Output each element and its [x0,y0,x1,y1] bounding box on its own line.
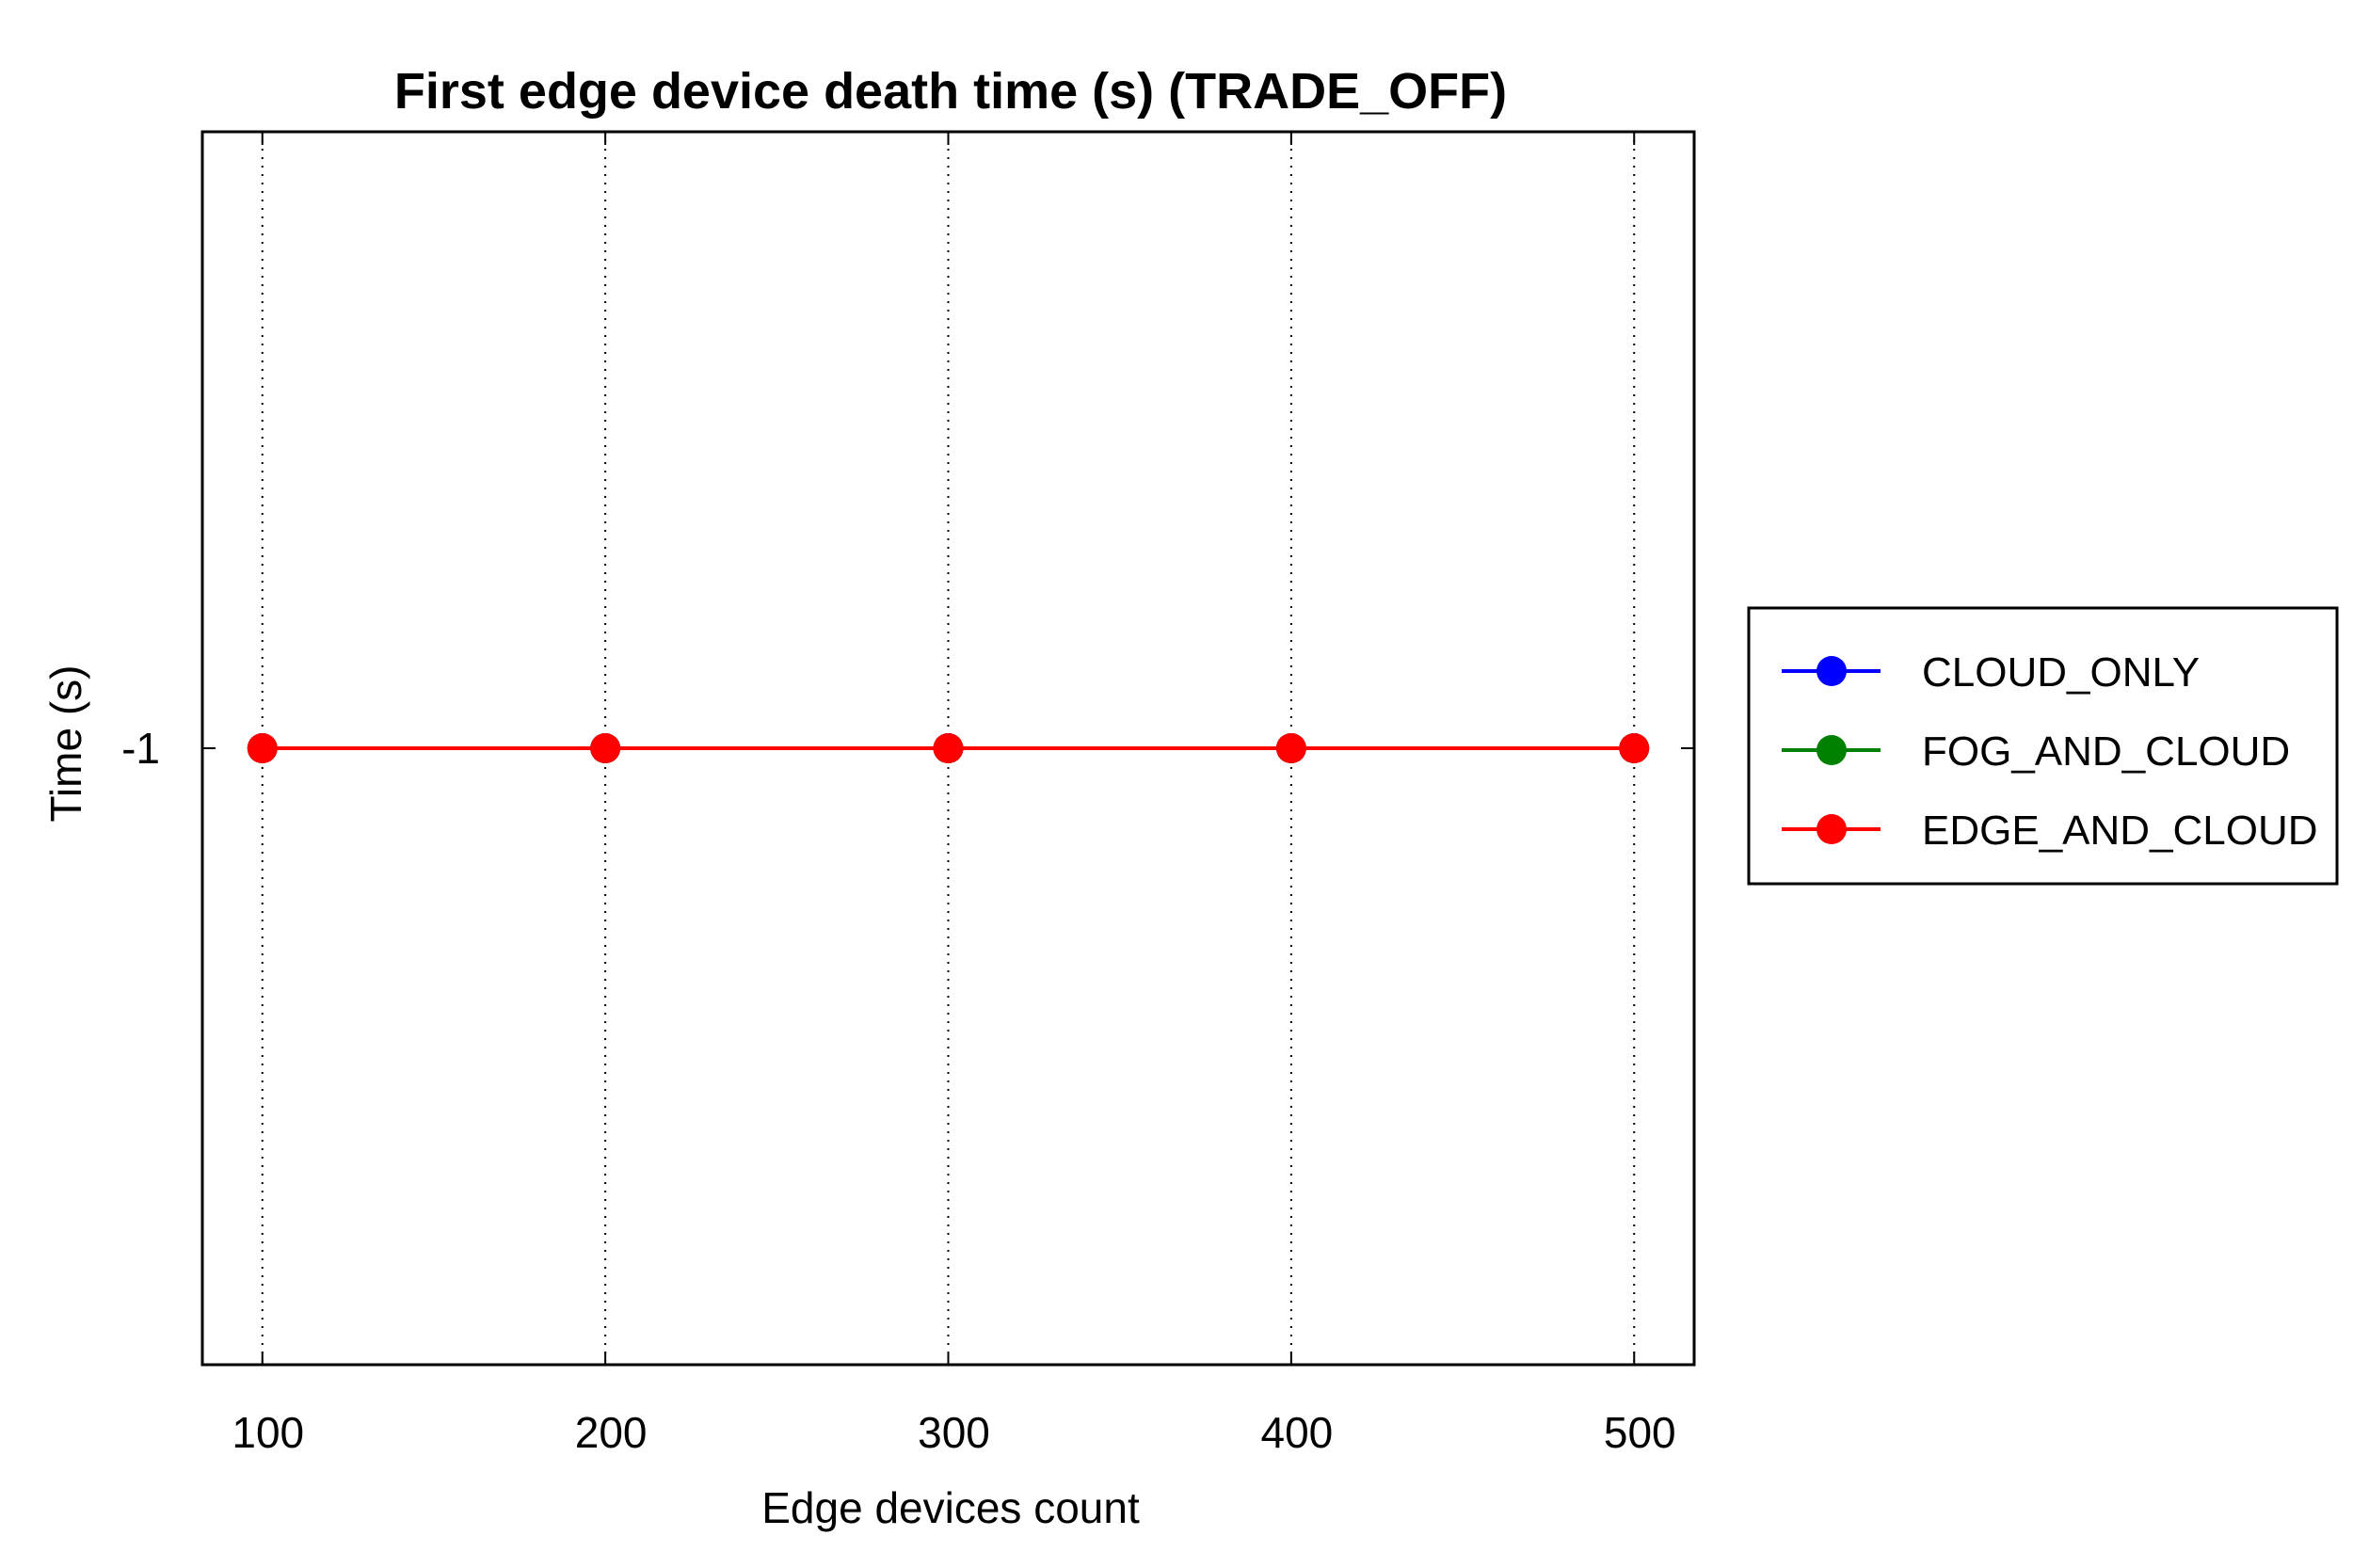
x-tick-label: 300 [918,1408,990,1457]
legend-marker [1817,735,1847,765]
chart-title: First edge device death time (s) (TRADE_… [394,63,1507,120]
legend: CLOUD_ONLY FOG_AND_CLOUD EDGE_AND_CLOUD [1747,606,2339,886]
x-axis-label: Edge devices count [761,1483,1140,1532]
data-point [590,733,621,763]
y-axis-label: Time (s) [41,665,90,823]
legend-box [1747,606,2339,886]
x-tick-label: 400 [1260,1408,1333,1457]
legend-label: FOG_AND_CLOUD [1922,728,2290,775]
axis-ticks [202,132,1694,1365]
legend-entry: CLOUD_ONLY [1782,649,2200,696]
legend-marker [1817,814,1847,844]
legend-label: EDGE_AND_CLOUD [1922,808,2318,854]
legend-label: CLOUD_ONLY [1922,649,2200,696]
data-point [1275,733,1306,763]
x-tick-labels: 100 200 300 400 500 [232,1408,1675,1457]
legend-marker [1817,656,1847,686]
x-tick-label: 200 [575,1408,648,1457]
series-edge-and-cloud [247,733,1650,763]
data-point [1619,733,1650,763]
data-point [933,733,964,763]
x-tick-label: 100 [232,1408,304,1457]
y-tick-label: -1 [121,724,160,773]
y-tick-labels: -1 [121,724,160,773]
x-tick-label: 500 [1604,1408,1676,1457]
data-point [247,733,278,763]
legend-items: CLOUD_ONLY FOG_AND_CLOUD EDGE_AND_CLOUD [1782,649,2318,854]
series-layer [247,733,1650,763]
legend-entry: EDGE_AND_CLOUD [1782,808,2318,854]
legend-entry: FOG_AND_CLOUD [1782,728,2290,775]
